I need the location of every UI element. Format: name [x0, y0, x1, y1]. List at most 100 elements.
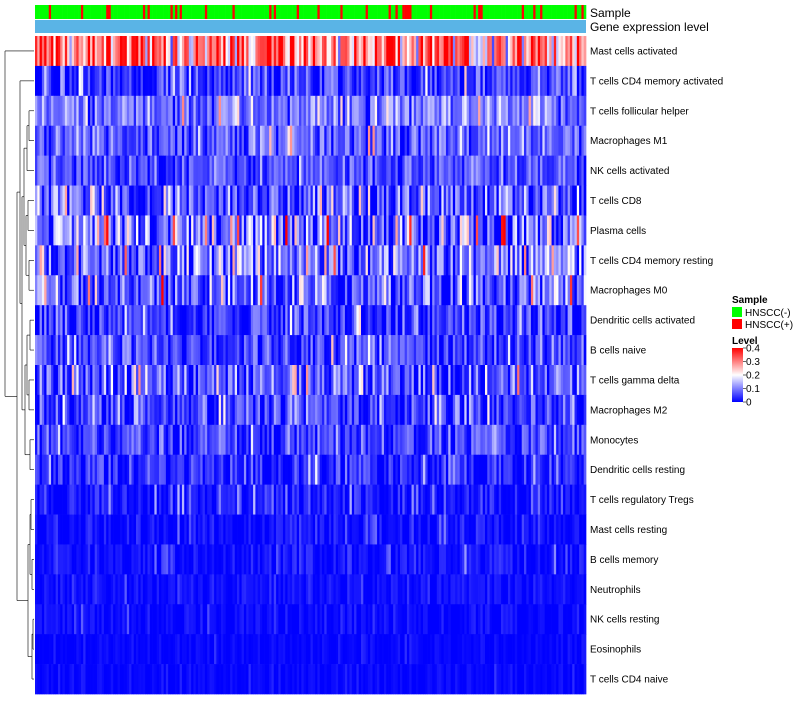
- heatmap-cell: [76, 65, 79, 97]
- heatmap-cell: [303, 65, 307, 97]
- heatmap-cell: [227, 125, 231, 156]
- heatmap-cell: [317, 394, 321, 426]
- heatmap-cell: [354, 125, 357, 156]
- heatmap-cell: [117, 275, 121, 306]
- heatmap-cell: [494, 574, 497, 605]
- heatmap-cell: [383, 424, 387, 456]
- heatmap-cell: [569, 215, 573, 246]
- heatmap-cell: [96, 574, 100, 605]
- heatmap-cell: [526, 275, 529, 306]
- heatmap-cell: [551, 245, 555, 276]
- heatmap-cell: [305, 95, 309, 127]
- heatmap-cell: [473, 95, 477, 127]
- heatmap-cell: [501, 484, 504, 515]
- heatmap-cell: [181, 305, 185, 336]
- heatmap-cell: [432, 604, 435, 635]
- heatmap-cell: [315, 574, 318, 605]
- heatmap-cell: [487, 65, 490, 97]
- heatmap-cell: [177, 245, 180, 276]
- heatmap-cell: [439, 125, 442, 156]
- heatmap-cell: [41, 424, 45, 456]
- heatmap-cell: [124, 125, 128, 156]
- heatmap-cell: [76, 335, 79, 366]
- heatmap-cell: [158, 394, 162, 426]
- heatmap-cell: [209, 604, 213, 635]
- heatmap-cell: [377, 95, 380, 127]
- heatmap-cell: [429, 424, 433, 456]
- heatmap-cell: [259, 155, 263, 186]
- heatmap-cell: [579, 365, 582, 396]
- heatmap-cell: [271, 394, 275, 426]
- heatmap-cell: [85, 155, 89, 186]
- heatmap-cell: [179, 215, 183, 246]
- heatmap-cell: [549, 335, 552, 366]
- heatmap-cell: [556, 185, 559, 216]
- heatmap-cell: [374, 335, 378, 366]
- heatmap-cell: [80, 185, 84, 216]
- heatmap-cell: [214, 245, 217, 276]
- heatmap-cell: [271, 335, 275, 366]
- heatmap-cell: [303, 544, 307, 575]
- heatmap-cell: [512, 574, 516, 605]
- heatmap-cell: [328, 574, 332, 605]
- heatmap-cell: [544, 335, 548, 366]
- heatmap-cell: [569, 65, 573, 97]
- heatmap-cell: [540, 305, 543, 336]
- sample-annotation-cell: [227, 5, 231, 19]
- heatmap-cell: [374, 544, 378, 575]
- heatmap-cell: [471, 335, 474, 366]
- heatmap-cell: [379, 335, 383, 366]
- heatmap-cell: [579, 454, 582, 485]
- heatmap-cell: [560, 365, 564, 396]
- heatmap-cell: [41, 245, 45, 276]
- heatmap-cell: [468, 394, 472, 426]
- heatmap-cell: [409, 544, 412, 575]
- sample-annotation-cell: [57, 5, 61, 19]
- heatmap-cell: [232, 36, 236, 67]
- heatmap-cell: [259, 215, 263, 246]
- heatmap-cell: [289, 514, 293, 545]
- heatmap-cell: [175, 125, 178, 156]
- sample-annotation-cell: [338, 5, 341, 19]
- heatmap-cell: [64, 574, 68, 605]
- heatmap-cell: [365, 335, 369, 366]
- heatmap-cell: [491, 394, 495, 426]
- heatmap-cell: [390, 275, 394, 306]
- sample-annotation-cell: [558, 5, 562, 19]
- heatmap-cell: [287, 544, 291, 575]
- heatmap-cell: [507, 305, 511, 336]
- heatmap-cell: [92, 365, 96, 396]
- heatmap-cell: [533, 275, 536, 306]
- heatmap-cell: [395, 185, 399, 216]
- heatmap-cell: [48, 394, 52, 426]
- heatmap-cell: [138, 424, 141, 456]
- heatmap-cell: [78, 95, 82, 127]
- heatmap-cell: [83, 125, 86, 156]
- heatmap-cell: [184, 424, 187, 456]
- heatmap-cell: [315, 394, 318, 426]
- heatmap-cell: [227, 335, 231, 366]
- heatmap-cell: [507, 215, 511, 246]
- heatmap-cell: [386, 185, 389, 216]
- heatmap-cell: [473, 36, 477, 67]
- heatmap-cell: [140, 604, 144, 635]
- heatmap-cell: [181, 365, 185, 396]
- heatmap-cell: [85, 185, 89, 216]
- heatmap-cell: [285, 245, 288, 276]
- heatmap-cell: [188, 484, 192, 515]
- heatmap-cell: [551, 65, 555, 97]
- heatmap-cell: [154, 185, 158, 216]
- heatmap-cell: [496, 245, 500, 276]
- heatmap-cell: [439, 305, 442, 336]
- heatmap-cell: [471, 544, 474, 575]
- heatmap-cell: [397, 275, 401, 306]
- heatmap-cell: [202, 484, 206, 515]
- heatmap-cell: [537, 95, 541, 127]
- heatmap-cell: [69, 574, 73, 605]
- heatmap-cell: [264, 215, 268, 246]
- heatmap-cell: [168, 36, 171, 67]
- heatmap-cell: [282, 335, 286, 366]
- heatmap-cell: [567, 245, 571, 276]
- heatmap-cell: [370, 185, 373, 216]
- heatmap-cell: [514, 155, 518, 186]
